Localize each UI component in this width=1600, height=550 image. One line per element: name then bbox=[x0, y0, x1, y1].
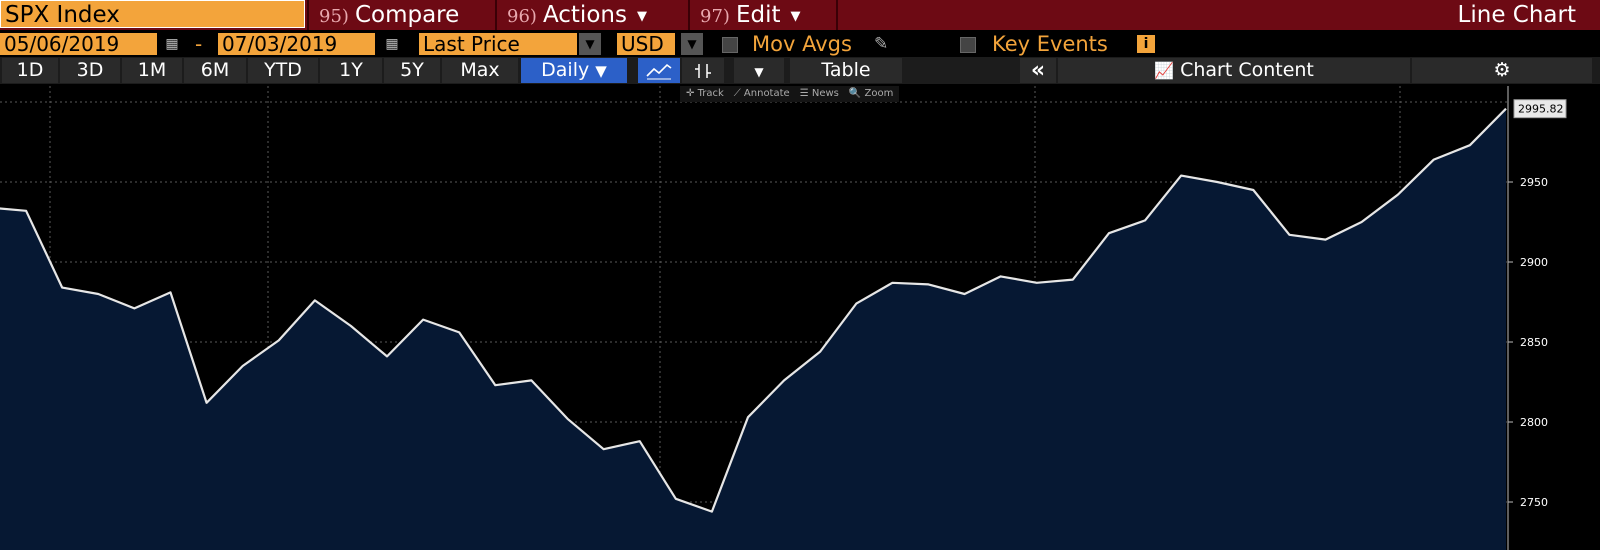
info-icon[interactable]: i bbox=[1137, 35, 1155, 53]
price-chart[interactable]: 2750 2800 2850 2900 2950 2995.82 bbox=[0, 86, 1600, 550]
range-toolbar: 1D 3D 1M 6M YTD 1Y 5Y Max Daily ▼ ▼ Tabl… bbox=[0, 57, 1600, 84]
start-date-field[interactable]: 05/06/2019 bbox=[0, 33, 157, 55]
view-title: Line Chart bbox=[1457, 2, 1576, 28]
calendar-icon[interactable]: ▦ bbox=[165, 36, 179, 52]
y-tick-label: 2950 bbox=[1520, 176, 1548, 189]
pencil-icon[interactable]: ✎ bbox=[874, 34, 889, 54]
range-1d[interactable]: 1D bbox=[2, 58, 58, 83]
annotate-label: Annotate bbox=[743, 88, 790, 99]
line-chart-icon[interactable] bbox=[638, 58, 680, 83]
last-value-label: 2995.82 bbox=[1518, 103, 1564, 116]
options-bar: 05/06/2019 ▦ - 07/03/2019 ▦ Last Price ▼… bbox=[0, 31, 1600, 57]
chart-type-dropdown[interactable]: ▼ bbox=[734, 58, 784, 83]
zoom-tool[interactable]: 🔍 Zoom bbox=[848, 88, 894, 99]
actions-shortcut: 96) bbox=[507, 6, 537, 27]
zoom-label: Zoom bbox=[864, 88, 894, 99]
mov-avgs-label: Mov Avgs bbox=[752, 32, 852, 56]
range-max[interactable]: Max bbox=[442, 58, 518, 83]
edit-shortcut: 97) bbox=[700, 6, 730, 27]
range-3d[interactable]: 3D bbox=[60, 58, 120, 83]
chart-mini-toolbar: ✛ Track ⟋ Annotate ☰ News 🔍 Zoom bbox=[680, 86, 900, 102]
chevron-down-icon[interactable]: ▼ bbox=[681, 33, 703, 55]
area-fill bbox=[0, 108, 1506, 550]
y-tick-label: 2850 bbox=[1520, 336, 1548, 349]
currency-select[interactable]: USD bbox=[617, 33, 675, 55]
range-1m[interactable]: 1M bbox=[122, 58, 182, 83]
chevron-down-icon: ▼ bbox=[790, 9, 801, 24]
range-ytd[interactable]: YTD bbox=[248, 58, 318, 83]
range-6m[interactable]: 6M bbox=[184, 58, 246, 83]
chevron-down-icon: ▼ bbox=[595, 62, 607, 80]
compare-shortcut: 95) bbox=[319, 6, 349, 27]
chart-content-button[interactable]: 📈 Chart Content bbox=[1058, 58, 1410, 83]
edit-label: Edit bbox=[735, 2, 781, 28]
news-label: News bbox=[811, 88, 839, 99]
date-separator: - bbox=[195, 32, 203, 56]
actions-label: Actions bbox=[542, 2, 627, 28]
compare-label: Compare bbox=[354, 2, 460, 28]
track-label: Track bbox=[697, 88, 724, 99]
range-1y[interactable]: 1Y bbox=[320, 58, 382, 83]
mov-avgs-checkbox[interactable] bbox=[722, 37, 738, 53]
end-date-field[interactable]: 07/03/2019 bbox=[218, 33, 375, 55]
chevron-down-icon: ▼ bbox=[636, 9, 647, 24]
gear-icon[interactable]: ⚙ bbox=[1412, 58, 1592, 83]
key-events-checkbox[interactable] bbox=[960, 37, 976, 53]
table-button[interactable]: Table bbox=[790, 58, 902, 83]
chevron-down-icon: ▼ bbox=[754, 65, 764, 79]
edit-button[interactable]: 97) Edit ▼ bbox=[688, 0, 838, 30]
frequency-label: Daily bbox=[541, 59, 590, 81]
annotate-tool[interactable]: ⟋ Annotate bbox=[733, 88, 790, 99]
y-tick-label: 2800 bbox=[1520, 416, 1548, 429]
y-tick-label: 2750 bbox=[1520, 496, 1548, 509]
last-value-box bbox=[1513, 99, 1567, 119]
bar-chart-icon[interactable] bbox=[682, 58, 724, 83]
news-tool[interactable]: ☰ News bbox=[799, 88, 839, 99]
compare-button[interactable]: 95) Compare bbox=[307, 0, 495, 30]
actions-button[interactable]: 96) Actions ▼ bbox=[495, 0, 688, 30]
chart-content-label: Chart Content bbox=[1180, 59, 1314, 81]
key-events-label: Key Events bbox=[992, 32, 1108, 56]
ticker-input[interactable]: SPX Index bbox=[0, 0, 305, 28]
chart-content-icon: 📈 bbox=[1154, 61, 1175, 80]
chevron-down-icon[interactable]: ▼ bbox=[579, 33, 601, 55]
track-tool[interactable]: ✛ Track bbox=[686, 88, 724, 99]
range-5y[interactable]: 5Y bbox=[384, 58, 440, 83]
y-tick-label: 2900 bbox=[1520, 256, 1548, 269]
collapse-icon[interactable]: « bbox=[1020, 58, 1056, 83]
calendar-icon[interactable]: ▦ bbox=[385, 36, 399, 52]
field-select[interactable]: Last Price bbox=[419, 33, 577, 55]
frequency-select[interactable]: Daily ▼ bbox=[521, 58, 627, 83]
header-bar: SPX Index 95) Compare 96) Actions ▼ 97) Edit… bbox=[0, 0, 1600, 30]
